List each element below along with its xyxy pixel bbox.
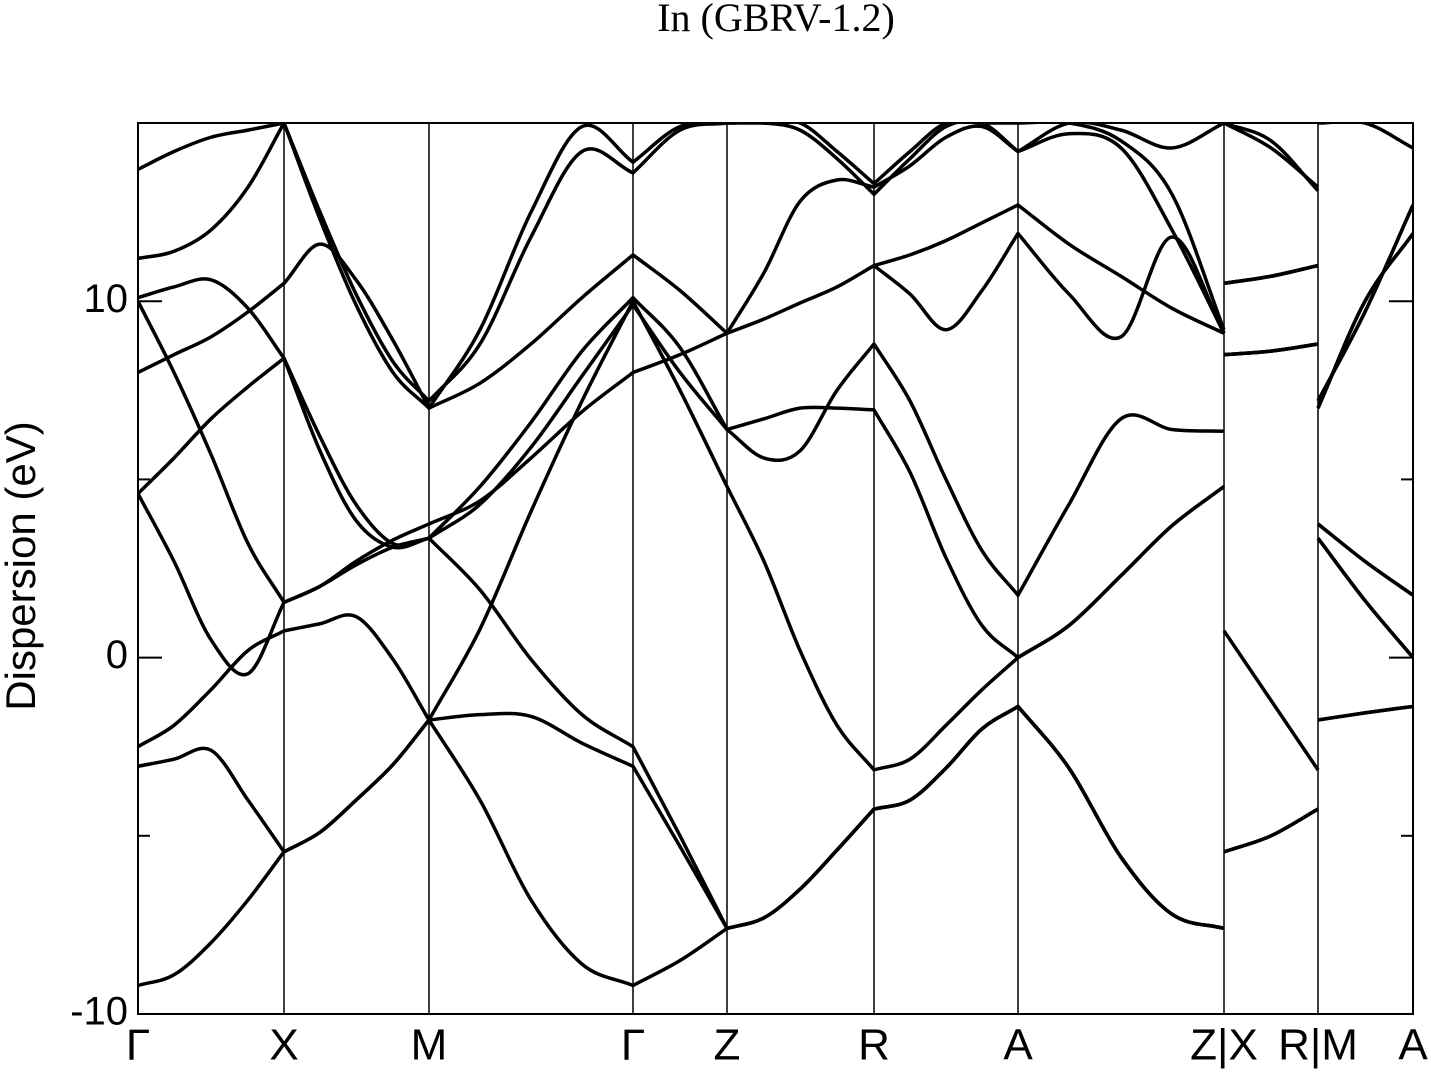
y-tick-label: 0 (106, 633, 128, 677)
band-line (138, 123, 1413, 410)
x-tick-label: X (269, 1021, 298, 1070)
x-tick-label: Γ (126, 1021, 150, 1070)
band-line (138, 123, 1413, 410)
y-tick-label: -10 (70, 990, 128, 1034)
x-tick-label: Z (714, 1021, 741, 1070)
x-tick-label: A (1398, 1021, 1428, 1070)
y-tick-label: 10 (84, 277, 129, 321)
band-line (138, 704, 1413, 931)
band-line (138, 704, 1413, 988)
band-line (138, 299, 1413, 772)
x-tick-label: R|M (1278, 1021, 1358, 1070)
band-line (138, 277, 1413, 660)
plot-frame (137, 122, 1414, 1015)
x-tick-label: Z|X (1190, 1021, 1258, 1070)
x-tick-label: Γ (621, 1021, 645, 1070)
x-tick-label: A (1003, 1021, 1033, 1070)
x-tick-label: M (411, 1021, 448, 1070)
band-line (138, 123, 1413, 403)
plot-area (138, 123, 1413, 988)
y-axis-label: Dispersion (eV) (0, 421, 44, 710)
band-line (872, 204, 1413, 402)
band-line (138, 203, 1413, 677)
chart-title: In (GBRV-1.2) (657, 0, 895, 40)
x-tick-label: R (858, 1021, 890, 1070)
band-line (138, 295, 1413, 605)
